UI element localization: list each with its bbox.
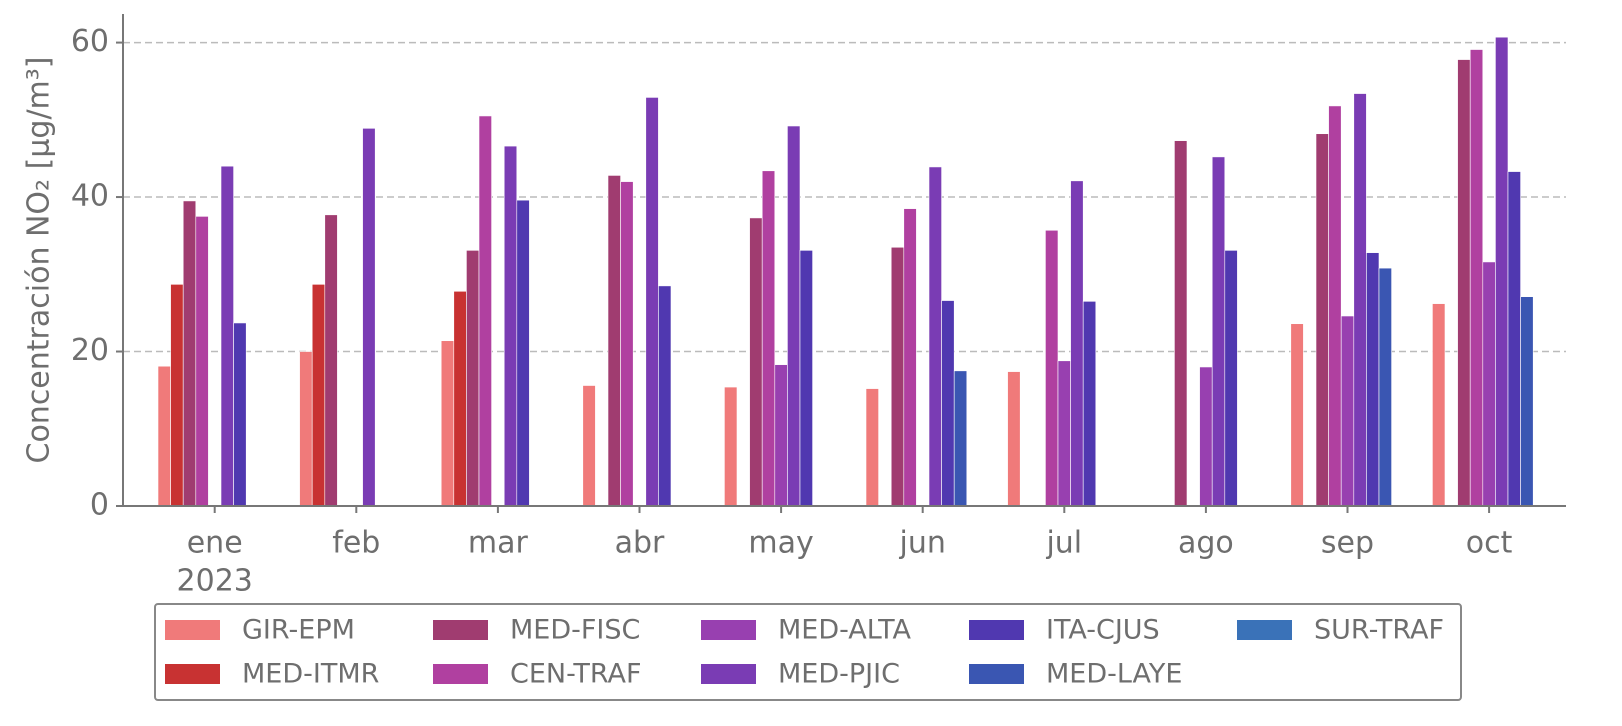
bar — [928, 166, 942, 507]
bar — [1507, 171, 1521, 507]
x-tick-label: may — [748, 526, 813, 561]
bar — [1045, 229, 1059, 507]
bar — [1353, 93, 1367, 507]
bar — [1007, 371, 1021, 507]
bar — [466, 250, 480, 507]
bar — [1328, 105, 1342, 507]
bar — [799, 250, 813, 507]
bar — [195, 216, 209, 507]
legend-swatch — [165, 664, 220, 684]
x-tick-label: ene — [187, 526, 243, 561]
y-tick-label: 40 — [71, 179, 109, 214]
bar — [1457, 59, 1471, 507]
legend-label: ITA-CJUS — [1046, 615, 1160, 646]
bar — [311, 284, 326, 507]
bar — [170, 284, 184, 507]
bar — [1482, 261, 1496, 507]
x-tick-label: abr — [615, 526, 665, 561]
legend-swatch — [433, 664, 488, 684]
bar — [362, 128, 376, 507]
bar — [233, 322, 247, 507]
bar — [182, 200, 197, 507]
bar — [1432, 303, 1446, 507]
bar — [478, 115, 492, 507]
legend-label: CEN-TRAF — [510, 659, 642, 690]
bar — [1469, 49, 1484, 507]
y-tick-label: 0 — [90, 488, 109, 523]
x-tick-label: jun — [899, 526, 946, 561]
bar — [658, 285, 672, 507]
bar — [1315, 133, 1329, 507]
bar — [1211, 156, 1226, 507]
bar — [1290, 323, 1304, 507]
y-tick-label: 20 — [71, 333, 109, 368]
legend-swatch — [1237, 620, 1292, 640]
bar — [582, 385, 596, 507]
legend-swatch — [433, 620, 488, 640]
bar — [645, 97, 659, 507]
bar — [890, 246, 905, 507]
x-tick-label: ago — [1178, 526, 1234, 561]
bar — [1082, 301, 1097, 507]
bar — [774, 364, 788, 507]
legend-swatch — [969, 664, 1024, 684]
x-tick-label: sep — [1321, 526, 1374, 561]
legend-swatch — [701, 664, 756, 684]
bar — [903, 208, 917, 507]
bar — [1174, 140, 1188, 507]
x-tick-label: mar — [468, 526, 529, 561]
bar — [220, 165, 234, 507]
bar — [299, 351, 313, 507]
x-tick-label: feb — [332, 526, 380, 561]
y-axis-label: Concentración NO₂ [μg/m³] — [22, 56, 57, 463]
bar — [1366, 252, 1380, 507]
bar — [865, 388, 879, 507]
bar — [724, 386, 738, 507]
x-tick-label: oct — [1466, 526, 1513, 561]
legend-label: MED-FISC — [510, 615, 640, 646]
x-tick-label: jul — [1045, 526, 1082, 561]
bar — [324, 214, 338, 507]
bar — [453, 290, 467, 507]
legend-label: MED-PJIC — [778, 659, 900, 690]
bar — [1495, 36, 1509, 507]
bar — [941, 300, 955, 507]
bar — [787, 125, 801, 507]
bar — [1199, 366, 1213, 507]
bar — [157, 365, 171, 507]
bar — [607, 175, 621, 507]
bar — [749, 217, 763, 507]
bar — [1378, 267, 1392, 507]
legend-label: MED-ITMR — [242, 659, 379, 690]
legend-label: SUR-TRAF — [1314, 615, 1444, 646]
bar — [761, 170, 776, 507]
bar — [503, 145, 518, 507]
bar — [1340, 315, 1355, 507]
bar — [1224, 250, 1238, 507]
legend-label: GIR-EPM — [242, 615, 355, 646]
y-tick-label: 60 — [71, 24, 109, 59]
bar — [1070, 180, 1084, 507]
x-tick-sublabel: 2023 — [177, 564, 253, 599]
bar — [1520, 296, 1534, 507]
bar — [620, 181, 634, 507]
legend-swatch — [969, 620, 1024, 640]
legend-label: MED-ALTA — [778, 615, 911, 646]
bar — [1057, 360, 1071, 507]
legend-label: MED-LAYE — [1046, 659, 1182, 690]
bar — [516, 199, 530, 507]
legend-swatch — [701, 620, 756, 640]
legend: GIR-EPM MED-ITMR MED-FISC CEN-TRAF MED-ALTA M… — [165, 615, 1444, 690]
bar — [953, 370, 968, 507]
bar — [440, 340, 455, 507]
legend-swatch — [165, 620, 220, 640]
